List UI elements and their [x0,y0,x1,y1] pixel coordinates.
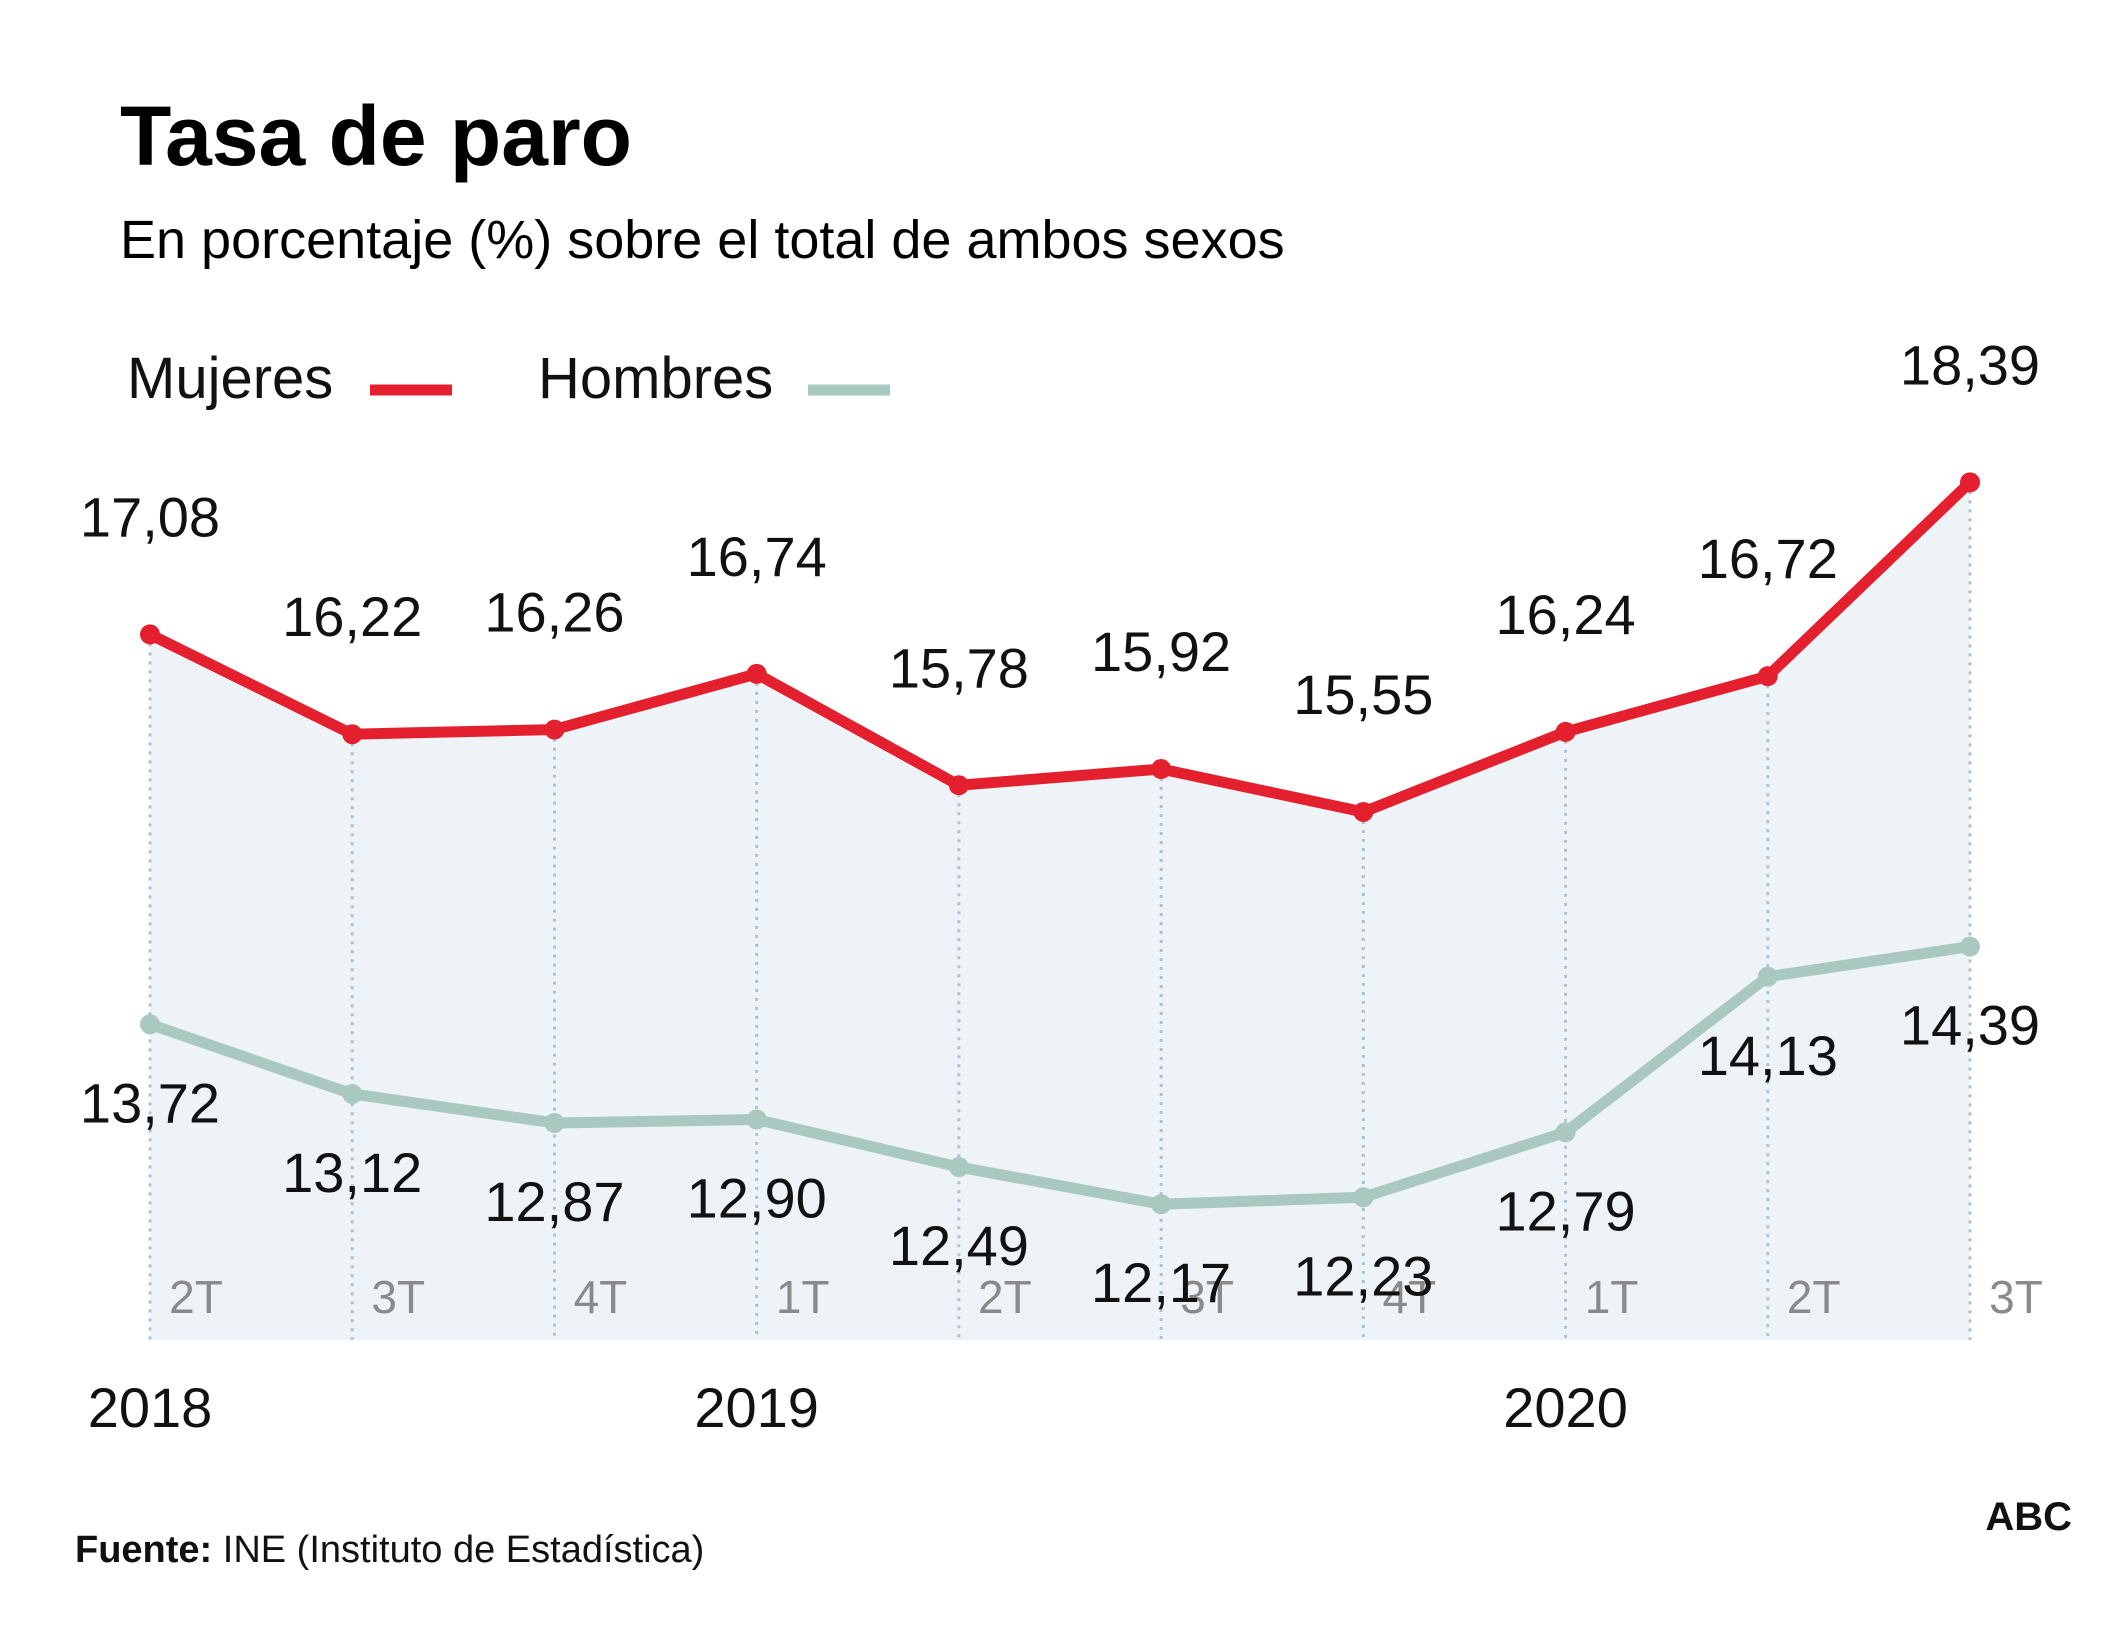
series-line-hombres [144,941,1976,1210]
data-label-hombres: 12,90 [687,1167,827,1230]
data-label-hombres: 12,23 [1293,1244,1433,1307]
data-label-mujeres: 15,92 [1091,620,1231,683]
quarter-label: 4T [574,1271,628,1323]
data-point-mujeres [140,624,160,645]
data-label-hombres: 13,72 [80,1071,220,1134]
data-point-hombres [140,1014,160,1035]
data-point-hombres [746,1109,767,1130]
chart-subtitle: En porcentaje (%) sobre el total de ambo… [120,210,1285,270]
data-label-mujeres: 16,22 [282,585,422,648]
source-label: Fuente: [75,1529,212,1571]
data-label-mujeres: 17,08 [80,485,220,548]
legend: Mujeres Hombres [127,346,890,411]
data-label-hombres: 12,17 [1091,1251,1231,1314]
chart-title: Tasa de paro [120,89,632,183]
data-point-hombres [1555,1122,1576,1143]
year-label: 2018 [88,1376,213,1439]
year-label: 2019 [694,1376,819,1439]
source-note: Fuente: INE (Instituto de Estadística) [75,1529,704,1571]
quarter-label: 2T [978,1271,1032,1323]
quarter-label: 3T [1180,1271,1234,1323]
data-label-hombres: 13,12 [282,1141,422,1204]
data-point-mujeres [746,663,767,684]
year-label: 2020 [1503,1376,1628,1439]
data-point-hombres [1757,966,1778,987]
series-line-mujeres [144,476,1976,818]
quarter-label: 3T [1989,1271,2043,1323]
data-label-hombres: 12,49 [889,1214,1029,1277]
data-point-hombres [948,1157,969,1178]
data-point-mujeres [948,775,969,796]
data-point-hombres [1151,1194,1172,1215]
quarter-label: 4T [1382,1271,1436,1323]
legend-label-hombres: Hombres [538,346,773,411]
data-point-mujeres [1555,721,1576,742]
data-label-mujeres: 16,26 [484,581,624,644]
quarter-label: 2T [169,1271,223,1323]
data-point-mujeres [1757,666,1778,687]
data-point-hombres [1960,936,1980,957]
quarter-label: 3T [371,1271,425,1323]
area-fill [150,482,1970,1340]
data-point-hombres [342,1083,363,1104]
data-point-mujeres [544,719,565,740]
data-label-hombres: 12,79 [1495,1179,1635,1242]
data-label-hombres: 12,87 [484,1170,624,1233]
data-point-mujeres [1960,472,1980,493]
data-label-mujeres: 18,39 [1900,333,2040,396]
plot-area: 2T 3T 4T 1T 2T 3T 4T 1T 2T 3T 2018 2019 2020 17,08 16,… [80,333,2043,1439]
brand-logo: ABC [1985,1495,2072,1539]
quarter-label: 1T [776,1271,830,1323]
data-label-mujeres: 15,55 [1293,663,1433,726]
data-label-mujeres: 16,74 [687,525,827,588]
data-point-hombres [1353,1187,1374,1208]
source-text: INE (Instituto de Estadística) [212,1529,704,1571]
data-label-mujeres: 15,78 [889,636,1029,699]
data-point-mujeres [1151,759,1172,780]
legend-label-mujeres: Mujeres [127,346,333,411]
data-label-hombres: 14,39 [1900,994,2040,1057]
data-point-mujeres [342,724,363,745]
data-label-mujeres: 16,24 [1495,583,1635,646]
data-label-hombres: 14,13 [1698,1024,1838,1087]
data-label-mujeres: 16,72 [1698,527,1838,590]
quarter-label: 2T [1787,1271,1841,1323]
quarter-label: 1T [1585,1271,1639,1323]
data-point-hombres [544,1112,565,1133]
data-point-mujeres [1353,801,1374,822]
